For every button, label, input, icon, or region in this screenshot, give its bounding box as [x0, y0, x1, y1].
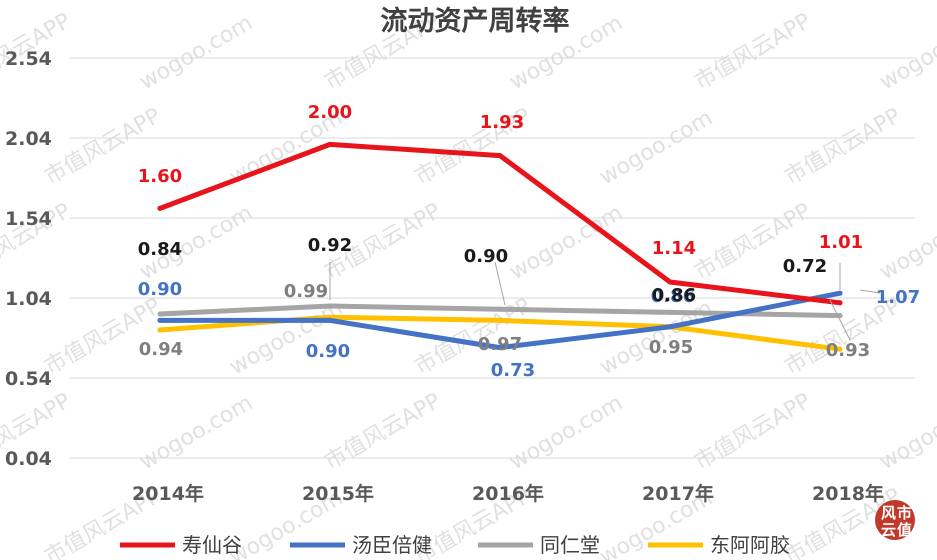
x-tick-label: 2015年 [302, 482, 374, 505]
seal-logo: 风 云 市 值 [875, 500, 915, 540]
leader-line [829, 299, 851, 341]
y-tick-label: 0.04 [5, 448, 52, 470]
data-label: 1.01 [819, 232, 863, 253]
chart-title: 流动资产周转率 [381, 5, 570, 37]
watermark-text: wogoo.com [876, 201, 937, 286]
watermark-text: wogoo.com [876, 11, 937, 96]
y-tick-label: 1.54 [5, 208, 52, 230]
watermark-text: 市值风云APP [691, 9, 816, 95]
data-point [497, 345, 503, 351]
series-lines [157, 141, 843, 352]
data-label: 1.93 [480, 112, 524, 133]
data-point [837, 346, 843, 352]
data-label: 1.60 [138, 166, 182, 187]
data-labels: 1.60 2.00 1.93 1.14 1.01 0.90 0.90 0.73 0.86 1.07… [138, 102, 920, 381]
leader-line [859, 289, 881, 294]
x-axis-ticks: 2014年 2015年 2016年 2017年 2018年 [132, 482, 884, 505]
data-point [327, 317, 333, 323]
data-point [157, 327, 163, 333]
data-label: 0.92 [308, 235, 352, 256]
watermark-text: wogoo.com [136, 391, 258, 476]
x-tick-label: 2016年 [472, 482, 544, 505]
leader-line [494, 261, 506, 306]
data-label: 1.07 [876, 287, 920, 308]
data-point [157, 205, 163, 211]
series-line-0 [157, 141, 843, 306]
data-label: 0.94 [139, 339, 183, 360]
watermark-text: wogoo.com [596, 106, 718, 191]
watermark-text: 市值风云APP [41, 294, 166, 380]
data-point [837, 290, 843, 296]
x-tick-label: 2014年 [132, 482, 204, 505]
data-point [327, 303, 333, 309]
y-tick-label: 0.54 [5, 368, 52, 390]
data-label: 0.86 [652, 285, 696, 306]
data-point [157, 317, 163, 323]
y-tick-label: 1.04 [5, 288, 52, 310]
y-axis-ticks: 0.04 0.54 1.04 1.54 2.04 2.54 [5, 48, 52, 470]
legend-label: 东阿阿胶 [710, 533, 790, 557]
data-label: 0.90 [306, 341, 350, 362]
data-point [837, 300, 843, 306]
data-point [497, 317, 503, 323]
watermark-text: 市值风云APP [781, 104, 906, 190]
data-label: 0.95 [649, 337, 693, 358]
data-point [157, 311, 163, 317]
legend: 寿仙谷 汤臣倍健 同仁堂 东阿阿胶 [120, 533, 790, 557]
data-point [497, 153, 503, 159]
seal-circle [875, 500, 915, 540]
seal-char-4: 值 [897, 521, 912, 539]
watermark-text: wogoo.com [136, 11, 258, 96]
watermark-text: wogoo.com [506, 201, 628, 286]
watermark-text: 市值风云APP [321, 389, 446, 475]
seal-char-2: 云 [881, 521, 896, 539]
x-tick-label: 2018年 [812, 482, 884, 505]
seal-char-1: 风 [881, 504, 896, 522]
legend-label: 同仁堂 [540, 533, 600, 557]
data-label: 0.73 [491, 360, 535, 381]
data-point [497, 306, 503, 312]
y-tick-label: 2.54 [5, 48, 52, 70]
legend-label: 寿仙谷 [182, 533, 242, 557]
grid-lines [70, 57, 915, 459]
data-label: 0.86 [651, 286, 695, 307]
data-label: 0.84 [138, 239, 182, 260]
watermark-text: wogoo.com [506, 391, 628, 476]
data-label: 1.14 [652, 238, 696, 259]
y-tick-label: 2.04 [5, 128, 52, 150]
data-label: 0.90 [138, 279, 182, 300]
seal-char-3: 市 [897, 504, 912, 522]
data-point [327, 141, 333, 147]
watermark-text: 市值风云APP [691, 389, 816, 475]
data-label: 0.93 [826, 340, 870, 361]
label-leader-lines [329, 261, 881, 341]
data-label: 2.00 [308, 102, 352, 123]
legend-label: 汤臣倍健 [352, 533, 432, 557]
watermark-text: wogoo.com [876, 391, 937, 476]
x-tick-label: 2017年 [642, 482, 714, 505]
data-label: 0.99 [284, 281, 328, 302]
data-point [667, 309, 673, 315]
data-label: 0.97 [478, 334, 522, 355]
data-point [667, 324, 673, 330]
data-label: 0.72 [783, 256, 827, 277]
data-point [667, 279, 673, 285]
data-label: 0.90 [464, 246, 508, 267]
